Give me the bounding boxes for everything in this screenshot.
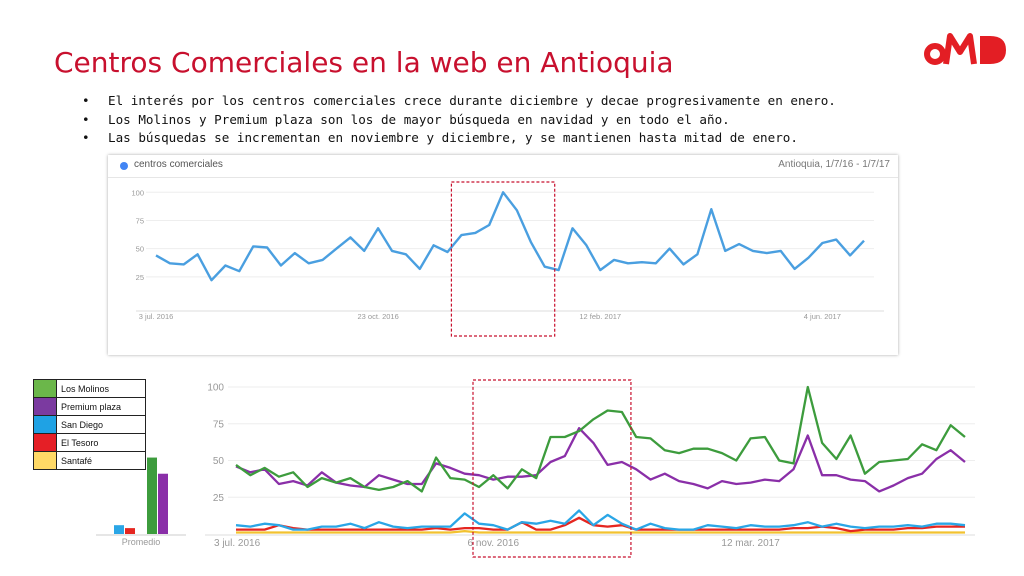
series-dot-icon (120, 162, 128, 170)
y-tick-label: 100 (207, 383, 224, 394)
y-tick-label: 75 (213, 419, 225, 430)
bar-category-label: Promedio (122, 537, 161, 547)
series-line-centros-comerciales (155, 191, 865, 282)
series-line-premium-plaza (235, 427, 966, 493)
legend-label: Premium plaza (56, 397, 146, 416)
series-line-el-tesoro (236, 516, 965, 533)
series-line-santafé (236, 529, 965, 534)
y-tick-label: 100 (131, 188, 144, 197)
legend-swatch (33, 397, 57, 416)
y-tick-label: 50 (136, 245, 144, 254)
x-tick-label: 3 jul. 2016 (139, 312, 174, 321)
highlight-box (472, 379, 632, 558)
highlight-box (450, 181, 556, 337)
trends-chart-header: centros comerciales Antioquia, 1/7/16 - … (108, 155, 898, 178)
omd-logo (924, 30, 1010, 70)
series-line-los-molinos (235, 385, 966, 493)
trends-chart-panel: centros comerciales Antioquia, 1/7/16 - … (108, 155, 898, 355)
legend-label: Santafé (56, 451, 146, 470)
legend-swatch (33, 451, 57, 470)
average-bar-san-diego (114, 525, 124, 534)
average-bar-los-molinos (147, 457, 157, 534)
search-term-label: centros comerciales (134, 159, 223, 170)
y-tick-label: 50 (213, 456, 225, 467)
insights-list: El interés por los centros comerciales c… (82, 92, 836, 148)
insight-item: Los Molinos y Premium plaza son los de m… (82, 111, 836, 130)
insight-item: El interés por los centros comerciales c… (82, 92, 836, 111)
legend-row: Premium plaza (33, 397, 146, 416)
legend-row: Santafé (33, 451, 146, 470)
insight-item: Las búsquedas se incrementan en noviembr… (82, 129, 836, 148)
trends-line-chart: 25 50 75 100 3 jul. 2016 23 oct. 2016 12 feb. … (131, 181, 884, 337)
series-line-san-diego (235, 509, 966, 531)
x-tick-label: 6 nov. 2016 (468, 538, 520, 549)
legend-table: Los Molinos Premium plaza San Diego El T… (33, 379, 146, 470)
legend-row: Los Molinos (33, 379, 146, 398)
page-title: Centros Comerciales en la web en Antioqu… (54, 46, 674, 79)
legend-label: El Tesoro (56, 433, 146, 452)
y-tick-label: 75 (136, 216, 144, 225)
legend-row: El Tesoro (33, 433, 146, 452)
legend-label: San Diego (56, 415, 146, 434)
region-date-range: Antioquia, 1/7/16 - 1/7/17 (778, 159, 890, 170)
legend-label: Los Molinos (56, 379, 146, 398)
omd-logo-icon (924, 33, 1006, 65)
x-tick-label: 12 feb. 2017 (579, 312, 621, 321)
legend-row: San Diego (33, 415, 146, 434)
y-tick-label: 25 (136, 273, 144, 282)
x-tick-label: 3 jul. 2016 (214, 538, 261, 549)
legend-swatch (33, 433, 57, 452)
average-bar-premium-plaza (158, 473, 168, 534)
legend-swatch (33, 415, 57, 434)
x-tick-label: 23 oct. 2016 (357, 312, 398, 321)
legend-swatch (33, 379, 57, 398)
y-tick-label: 25 (213, 493, 225, 504)
average-bar-el-tesoro (125, 528, 135, 534)
x-tick-label: 12 mar. 2017 (721, 538, 780, 549)
x-tick-label: 4 jun. 2017 (804, 312, 841, 321)
